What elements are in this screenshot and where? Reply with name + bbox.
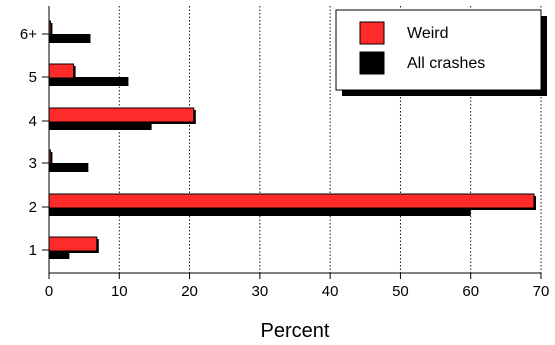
grid-lines	[118, 6, 542, 273]
y-tick-label-5: 5	[29, 69, 37, 86]
bar-weird-2	[48, 193, 535, 209]
x-tick-label-40: 40	[322, 283, 339, 300]
y-tick-label-1: 1	[29, 242, 37, 259]
x-tick-label-60: 60	[462, 283, 479, 300]
tick-labels: 0 10 20 30 40 50 60 70 1 2 3 4 5 6+	[20, 26, 549, 300]
x-tick-label-20: 20	[181, 283, 198, 300]
bar-all-crashes-2	[49, 207, 471, 216]
x-tick-label-50: 50	[392, 283, 409, 300]
bar-weird-5	[48, 63, 75, 79]
bar-all-crashes-5	[49, 77, 129, 86]
y-tick-label-3: 3	[29, 155, 37, 172]
x-tick-label-10: 10	[111, 283, 128, 300]
y-tick-label-4: 4	[29, 113, 37, 130]
y-tick-label-2: 2	[29, 199, 37, 216]
legend-label-all-crashes: All crashes	[407, 55, 485, 72]
bar-all-crashes-4	[49, 121, 152, 130]
x-tick-label-30: 30	[252, 283, 269, 300]
legend-swatch-all-crashes	[359, 51, 385, 75]
legend-label-weird: Weird	[407, 25, 449, 42]
bar-weird-shadow-3	[51, 152, 53, 166]
legend-swatch-weird	[359, 21, 385, 45]
bar-all-crashes-3	[49, 163, 89, 172]
x-axis-title: Percent	[261, 320, 330, 342]
bar-weird-4	[48, 107, 195, 123]
legend: Weird All crashes	[335, 9, 547, 96]
bar-weird-1	[48, 236, 98, 252]
x-tick-label-0: 0	[45, 283, 53, 300]
axes	[48, 6, 541, 274]
bar-weird-shadow-6+	[51, 23, 53, 37]
y-tick-label-6+: 6+	[20, 26, 37, 43]
bar-all-crashes-6+	[49, 34, 91, 43]
x-tick-label-70: 70	[533, 283, 550, 300]
bar-all-crashes-1	[49, 250, 70, 259]
